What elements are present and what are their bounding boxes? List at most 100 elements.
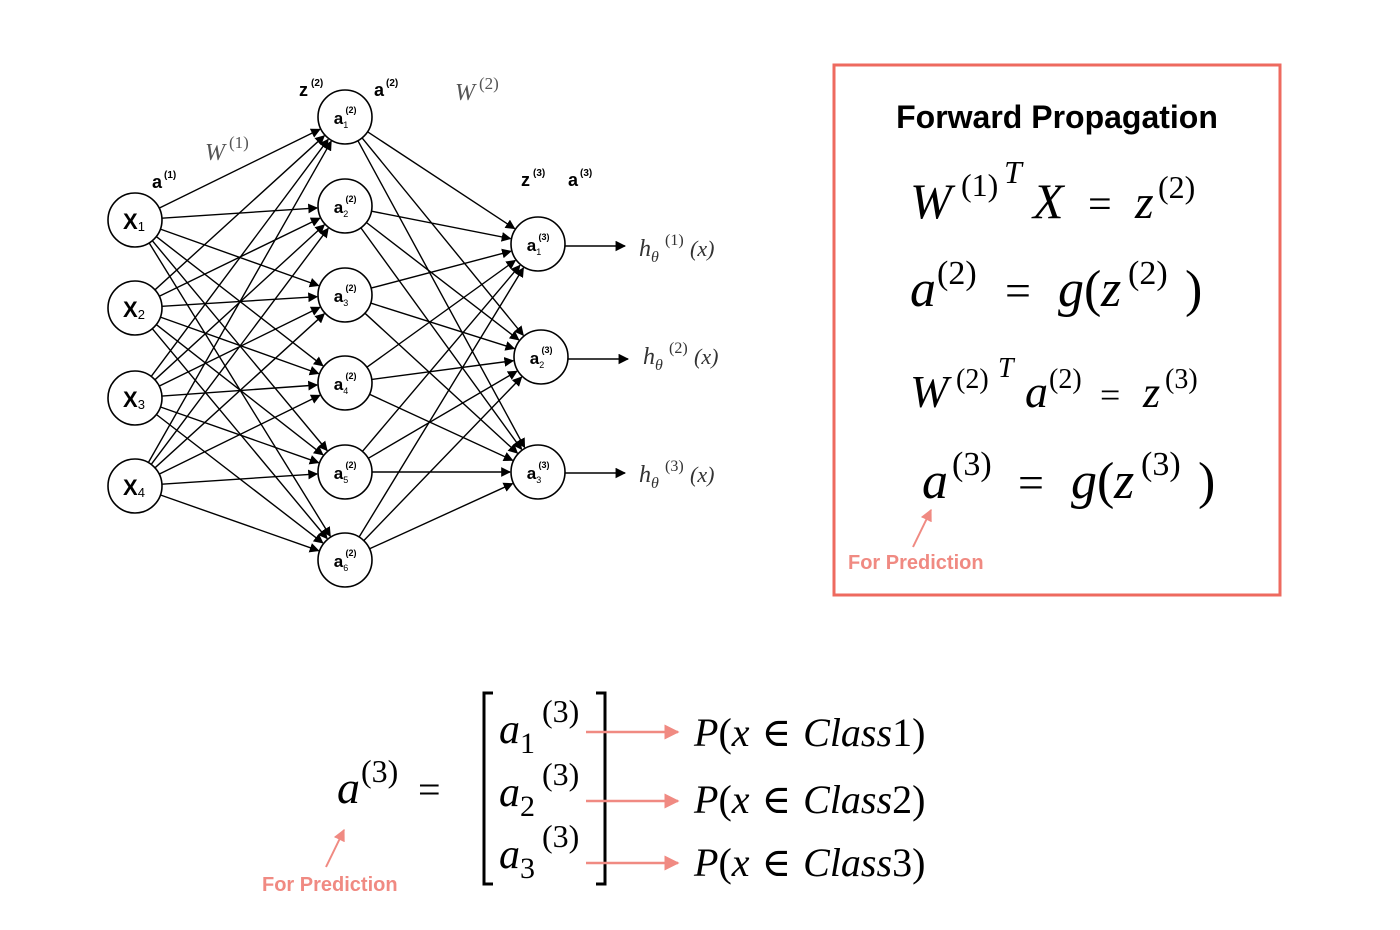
hidden-output-edge-2-1: [371, 210, 512, 242]
svg-text:X4: X4: [123, 475, 145, 500]
eq-number: 2: [892, 777, 912, 822]
forward-box-border: [832, 63, 1282, 597]
hidden-output-edge-3-1: [370, 248, 512, 289]
layer-label-base: a: [568, 170, 579, 190]
eq-sup: (1): [961, 167, 998, 203]
hidden-node-sup: (2): [346, 371, 357, 381]
eq-symbol: z: [1113, 453, 1134, 510]
eq-number: 1: [892, 710, 912, 755]
eq-symbol: Class: [803, 840, 892, 885]
equation-3: W (2) T a (2) = z (3): [910, 353, 1198, 417]
eq-symbol: P: [693, 840, 718, 885]
input-hidden-edge-4-5: [161, 469, 319, 485]
bottom-prediction-arrow: [325, 828, 345, 868]
hidden-output-edge-1-1: [367, 131, 516, 230]
weight-label-sup: (2): [479, 74, 499, 93]
h-sup: (1): [665, 232, 684, 249]
hidden-layer-z-label: z (2): [299, 78, 323, 100]
input-layer-label: a (1): [152, 170, 176, 192]
eq-sup: (2): [1049, 364, 1082, 395]
eq-symbol: a: [922, 453, 948, 510]
equation-2: a (2) = g ( z (2) ): [910, 255, 1202, 318]
matrix-right-bracket: [596, 691, 607, 886]
hidden-node-2: a2 (2): [317, 178, 373, 234]
eq-sup: (3): [1165, 364, 1198, 395]
hidden-output-edge-3-3: [364, 312, 519, 454]
layer-label-base: a: [374, 80, 385, 100]
hidden-output-edge-5-2: [367, 370, 518, 459]
eq-sup: (2): [937, 255, 977, 292]
output-layer-z-label: z (3): [521, 168, 545, 190]
hidden-node-label: a: [334, 464, 344, 483]
eq-symbol: X: [1031, 173, 1066, 229]
h-arg: (x): [694, 344, 718, 369]
weight-1-label: W (1): [205, 133, 249, 166]
eq-sup: (3): [542, 756, 579, 792]
output-arrows: [565, 240, 630, 479]
output-layer-a-label: a (3): [568, 168, 592, 190]
network-edges: [147, 128, 526, 553]
eq-sup: (2): [1158, 169, 1195, 205]
hidden-output-edge-6-1: [358, 267, 524, 538]
class-probability-3: P(x ∈ Class3): [693, 840, 925, 885]
forward-box-title: Forward Propagation: [896, 99, 1218, 135]
input-node-sub: 1: [138, 219, 145, 234]
matrix-entry-1: a1 (3): [499, 693, 579, 760]
output-node-3: a3 (3): [510, 444, 566, 500]
svg-text:P(x∈Class3): P(x ∈ Class3): [693, 840, 925, 885]
layer-label-sup: (3): [580, 168, 592, 179]
svg-text:hθ: hθ: [639, 462, 659, 492]
eq-symbol: g: [1058, 261, 1084, 318]
class-probability-2: P(x ∈ Class2): [693, 777, 925, 822]
eq-number: 3: [892, 840, 912, 885]
svg-text:X1: X1: [123, 209, 145, 234]
eq-operator: =: [1100, 375, 1120, 415]
eq-paren: (: [1084, 261, 1101, 318]
hidden-node-5: a5 (2): [317, 444, 373, 500]
h-sup: (2): [669, 340, 688, 357]
output-node-sup: (3): [539, 232, 550, 242]
matrix-entry-2: a2 (3): [499, 756, 579, 823]
eq-symbol: P: [693, 710, 718, 755]
input-node-label: X: [123, 387, 138, 412]
h-sup: (3): [665, 458, 684, 475]
svg-text:a1: a1: [527, 236, 541, 257]
eq-symbol: a: [1025, 366, 1048, 417]
input-hidden-edge-2-1: [154, 135, 326, 291]
eq-sub: 1: [520, 727, 535, 760]
eq-symbol: a: [499, 832, 520, 878]
eq-sup: (3): [542, 693, 579, 729]
matrix-left-bracket: [482, 691, 493, 886]
input-node-sub: 2: [138, 307, 145, 322]
svg-text:hθ: hθ: [639, 236, 659, 266]
forward-propagation-box: Forward Propagation W (1) T X = z (2) a …: [832, 63, 1282, 597]
hidden-node-sub: 5: [343, 475, 348, 485]
eq-sub: 3: [520, 852, 535, 885]
prediction-note: For Prediction: [848, 552, 984, 574]
input-node-sub: 4: [138, 485, 145, 500]
equation-4: a (3) = g ( z (3) ): [922, 446, 1215, 510]
eq-paren: (: [718, 710, 731, 755]
layer-label-sup: (3): [533, 168, 545, 179]
eq-sup: (3): [361, 753, 398, 789]
svg-text:a2: a2: [334, 198, 348, 219]
hidden-output-edge-6-3: [369, 482, 514, 550]
eq-symbol: a: [499, 770, 520, 816]
hidden-node-sup: (2): [346, 283, 357, 293]
input-hidden-edge-4-2: [150, 227, 329, 465]
output-node-label: a: [527, 236, 537, 255]
output-node-1: a1 (3): [510, 216, 566, 272]
hidden-node-sub: 2: [343, 209, 348, 219]
eq-sup: (3): [542, 818, 579, 854]
input-node-1: X1: [107, 192, 163, 248]
input-node-2: X2: [107, 280, 163, 336]
svg-text:P(x∈Class2): P(x ∈ Class2): [693, 777, 925, 822]
input-hidden-edge-2-4: [160, 316, 320, 376]
eq-symbol: W: [910, 366, 952, 417]
eq-paren: ): [1185, 261, 1202, 318]
eq-paren: ): [912, 777, 925, 822]
svg-text:X3: X3: [123, 387, 145, 412]
h-sub: θ: [655, 357, 663, 374]
eq-paren: ): [1198, 453, 1215, 510]
hidden-output-edge-5-1: [361, 264, 521, 452]
